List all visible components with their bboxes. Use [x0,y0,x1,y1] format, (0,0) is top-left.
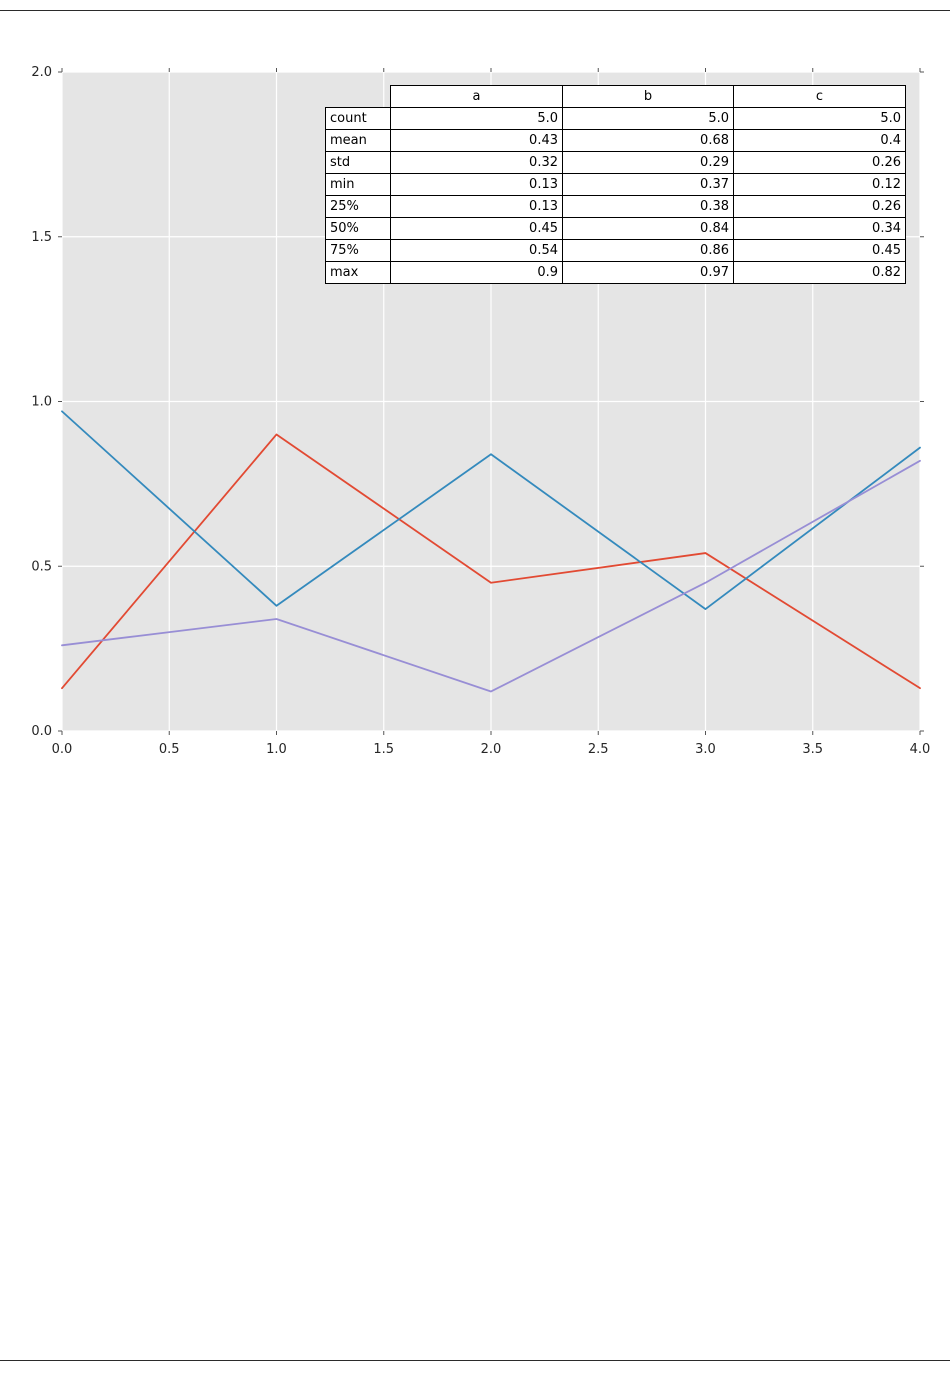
line-series-a [61,433,921,690]
x-tick-label: 2.5 [588,742,609,757]
stats-row-label: 50% [325,217,391,240]
stats-row: max 0.9 0.97 0.82 [325,261,906,284]
stats-value-cell: 0.34 [733,217,906,240]
stats-row-label: min [325,173,391,196]
stats-value-cell: 0.37 [562,173,734,196]
y-tick-label: 0.0 [31,724,52,739]
top-rule [0,10,950,11]
stats-corner-cell [326,86,391,108]
stats-row: 50% 0.45 0.84 0.34 [325,217,906,240]
stats-row-label: mean [325,129,391,152]
y-tick-label: 2.0 [31,65,52,80]
stats-row-label: 75% [325,239,391,262]
stats-value-cell: 0.13 [390,173,563,196]
stats-row: min 0.13 0.37 0.12 [325,173,906,196]
y-tick-label: 0.5 [31,559,52,574]
stats-value-cell: 0.29 [562,151,734,174]
stats-value-cell: 0.68 [562,129,734,152]
stats-row: 75% 0.54 0.86 0.45 [325,239,906,262]
stats-value-cell: 0.45 [733,239,906,262]
stats-row-label: std [325,151,391,174]
bottom-rule [0,1360,950,1361]
stats-col-header-b: b [562,85,734,108]
stats-col-header-a: a [390,85,563,108]
x-tick-label: 1.5 [373,742,394,757]
stats-value-cell: 0.38 [562,195,734,218]
stats-value-cell: 5.0 [390,107,563,130]
stats-row-label: count [325,107,391,130]
x-tick-label: 0.0 [52,742,73,757]
stats-value-cell: 0.13 [390,195,563,218]
line-series-c [61,459,921,693]
stats-col-header-c: c [733,85,906,108]
stats-value-cell: 0.84 [562,217,734,240]
stats-value-cell: 0.4 [733,129,906,152]
stats-value-cell: 0.54 [390,239,563,262]
stats-value-cell: 0.86 [562,239,734,262]
line-series-b [61,410,921,610]
stats-value-cell: 5.0 [733,107,906,130]
x-tick-label: 1.0 [266,742,287,757]
stats-value-cell: 5.0 [562,107,734,130]
x-tick-label: 0.5 [159,742,180,757]
stats-value-cell: 0.82 [733,261,906,284]
stats-row: count 5.0 5.0 5.0 [325,107,906,130]
x-tick-label: 3.5 [802,742,823,757]
stats-row-label: max [325,261,391,284]
stats-value-cell: 0.12 [733,173,906,196]
stats-value-cell: 0.32 [390,151,563,174]
stats-row-label: 25% [325,195,391,218]
y-tick-label: 1.5 [31,230,52,245]
x-tick-label: 2.0 [481,742,502,757]
y-tick-label: 1.0 [31,395,52,410]
stats-row: std 0.32 0.29 0.26 [325,151,906,174]
stats-row: mean 0.43 0.68 0.4 [325,129,906,152]
stats-row: 25% 0.13 0.38 0.26 [325,195,906,218]
stats-value-cell: 0.9 [390,261,563,284]
stats-value-cell: 0.26 [733,195,906,218]
x-tick-label: 4.0 [910,742,931,757]
stats-value-cell: 0.43 [390,129,563,152]
stats-value-cell: 0.97 [562,261,734,284]
stats-value-cell: 0.26 [733,151,906,174]
x-tick-label: 3.0 [695,742,716,757]
stats-value-cell: 0.45 [390,217,563,240]
figure: 0.0 0.5 1.0 1.5 2.0 2.5 3.0 3.5 4.0 0.0 0.5 1.0 1.5 2… [31,65,931,757]
